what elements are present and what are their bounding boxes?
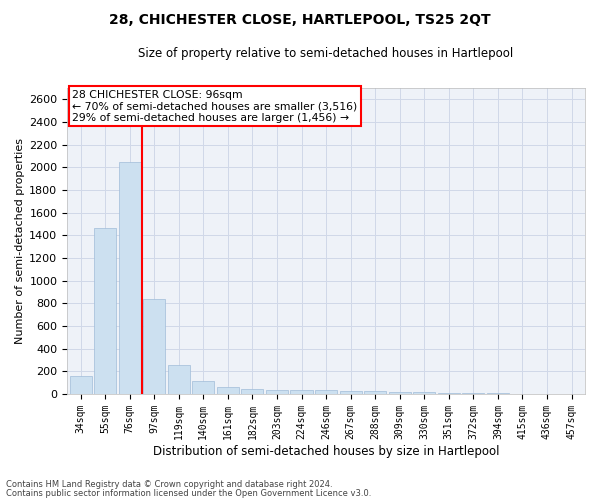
Text: Contains public sector information licensed under the Open Government Licence v3: Contains public sector information licen…: [6, 488, 371, 498]
Text: 28 CHICHESTER CLOSE: 96sqm
← 70% of semi-detached houses are smaller (3,516)
29%: 28 CHICHESTER CLOSE: 96sqm ← 70% of semi…: [73, 90, 358, 123]
Bar: [70, 376, 92, 394]
Bar: [193, 381, 214, 394]
Bar: [315, 390, 337, 394]
Bar: [217, 386, 239, 394]
X-axis label: Distribution of semi-detached houses by size in Hartlepool: Distribution of semi-detached houses by …: [153, 444, 499, 458]
Text: Contains HM Land Registry data © Crown copyright and database right 2024.: Contains HM Land Registry data © Crown c…: [6, 480, 332, 489]
Bar: [364, 391, 386, 394]
Bar: [413, 392, 435, 394]
Bar: [119, 162, 141, 394]
Bar: [290, 390, 313, 394]
Y-axis label: Number of semi-detached properties: Number of semi-detached properties: [15, 138, 25, 344]
Bar: [266, 390, 288, 394]
Bar: [462, 393, 484, 394]
Bar: [389, 392, 411, 394]
Bar: [168, 365, 190, 394]
Title: Size of property relative to semi-detached houses in Hartlepool: Size of property relative to semi-detach…: [139, 48, 514, 60]
Bar: [340, 390, 362, 394]
Bar: [94, 228, 116, 394]
Bar: [438, 393, 460, 394]
Bar: [143, 300, 166, 394]
Text: 28, CHICHESTER CLOSE, HARTLEPOOL, TS25 2QT: 28, CHICHESTER CLOSE, HARTLEPOOL, TS25 2…: [109, 12, 491, 26]
Bar: [241, 389, 263, 394]
